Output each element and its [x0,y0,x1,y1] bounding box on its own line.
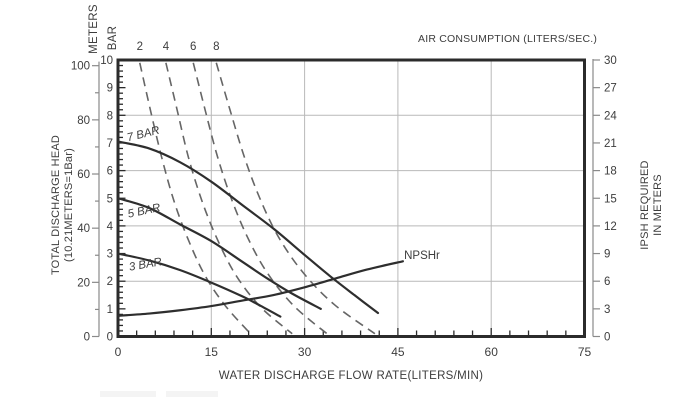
svg-text:6: 6 [604,276,610,288]
svg-text:60: 60 [485,345,499,359]
cropped-footer-artifact [166,391,218,397]
svg-text:60: 60 [77,169,90,181]
left-axis-title: TOTAL DISCHARGE HEAD (10.21METERS=1Bar) [50,135,76,275]
gridlines [118,60,585,337]
svg-text:2: 2 [137,41,143,53]
svg-text:24: 24 [604,110,617,122]
right-axis-title: IPSH REQUIRED IN METERS [639,160,665,249]
air-curve-6 [192,62,328,335]
x-axis-label: WATER DISCHARGE FLOW RATE(LITERS/MIN) [218,370,484,382]
air-curve-8 [215,62,376,335]
curve-npshr [116,260,404,317]
meters-axis: 0 20 40 60 80 100 [71,61,100,344]
svg-text:100: 100 [71,61,90,73]
svg-text:6: 6 [190,41,196,53]
svg-text:40: 40 [77,223,90,235]
svg-text:12: 12 [604,221,617,233]
top-axis-label: AIR CONSUMPTION (LITERS/SEC.) [418,33,598,45]
svg-text:10: 10 [100,55,113,67]
svg-text:80: 80 [77,115,90,127]
bar-axis-ticks: 0 1 2 3 4 5 6 7 8 9 10 [100,55,126,344]
svg-text:30: 30 [604,55,617,67]
svg-text:0: 0 [604,332,610,344]
svg-text:0: 0 [84,332,90,344]
air-consumption-curves [138,62,376,335]
curve-7-bar [116,140,380,315]
svg-text:4: 4 [163,41,170,53]
right-axis-title-line2: IN METERS [652,174,664,236]
svg-text:18: 18 [604,166,617,178]
svg-text:8: 8 [213,41,219,53]
flow-axis-ticks: 0 15 30 45 60 75 [115,328,592,359]
svg-text:5: 5 [107,193,113,205]
right-axis: 0 3 6 9 12 15 18 21 24 27 30 [592,55,617,344]
svg-text:4: 4 [107,221,114,233]
left-axis-title-line1: TOTAL DISCHARGE HEAD [50,134,63,276]
cropped-footer-artifact [100,391,156,397]
svg-text:9: 9 [604,249,610,261]
svg-text:20: 20 [77,277,90,289]
svg-text:3 BAR: 3 BAR [128,256,163,274]
svg-text:3: 3 [604,304,610,316]
svg-text:75: 75 [578,345,592,359]
svg-text:1: 1 [107,304,113,316]
svg-text:15: 15 [205,345,219,359]
svg-text:15: 15 [604,193,617,205]
air-curve-4 [165,62,293,335]
left-axis-title-line2: (10.21METERS=1Bar) [63,148,75,262]
svg-text:30: 30 [298,345,312,359]
svg-text:6: 6 [107,166,113,178]
svg-text:5 BAR: 5 BAR [127,202,162,221]
air-axis-labels: 2 4 6 8 [137,41,220,53]
svg-text:7: 7 [107,138,113,150]
svg-text:9: 9 [107,83,113,95]
svg-text:2: 2 [107,276,113,288]
plot-frame [116,58,586,338]
svg-text:8: 8 [107,110,113,122]
svg-text:7 BAR: 7 BAR [126,125,161,145]
svg-text:0: 0 [115,345,122,359]
svg-text:27: 27 [604,83,617,95]
bar-axis-title: BAR [107,25,120,51]
curve-3-bar [116,252,282,318]
svg-text:45: 45 [391,345,405,359]
svg-text:NPSHr: NPSHr [404,250,440,262]
curve-5-bar [116,197,322,310]
right-axis-title-line1: IPSH REQUIRED [639,160,652,250]
svg-text:0: 0 [107,332,113,344]
svg-text:3: 3 [107,249,113,261]
svg-text:21: 21 [604,138,617,150]
meters-axis-title: METERS [88,4,101,54]
